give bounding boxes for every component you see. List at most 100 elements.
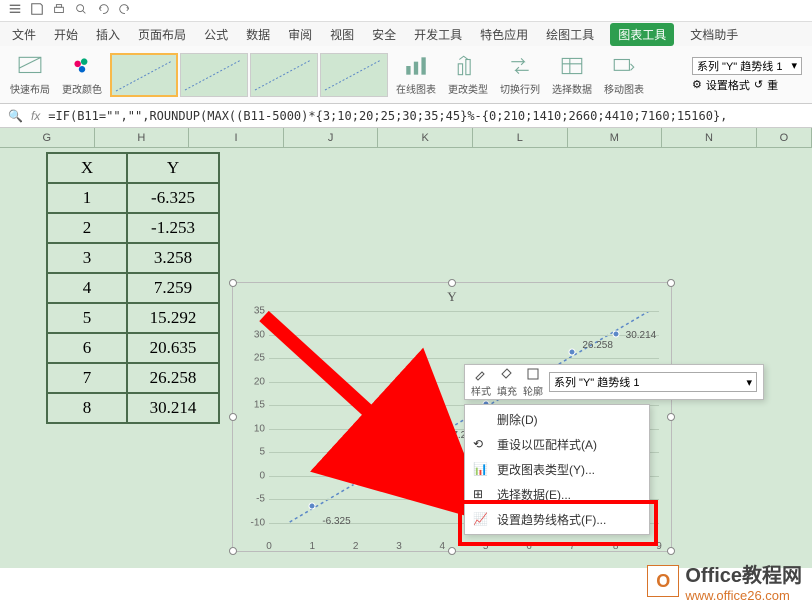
table-cell[interactable]: 4 [47, 273, 127, 303]
column-header[interactable]: O [757, 128, 812, 147]
column-header[interactable]: K [378, 128, 473, 147]
undo-icon[interactable] [96, 2, 110, 19]
column-header[interactable]: N [662, 128, 757, 147]
resize-handle[interactable] [229, 413, 237, 421]
table-cell[interactable]: 2 [47, 213, 127, 243]
context-menu: 删除(D) ⟲重设以匹配样式(A) 📊更改图表类型(Y)... ⊞选择数据(E)… [464, 404, 650, 535]
series-combo[interactable]: 系列 "Y" 趋势线 1 ▾ [549, 372, 757, 392]
table-cell[interactable]: 3 [47, 243, 127, 273]
select-data-label: 选择数据 [552, 81, 592, 96]
resize-handle[interactable] [667, 413, 675, 421]
table-cell[interactable]: -6.325 [127, 183, 219, 213]
data-point[interactable] [612, 330, 619, 337]
tab-insert[interactable]: 插入 [94, 22, 122, 47]
table-cell[interactable]: 3.258 [127, 243, 219, 273]
data-point[interactable] [352, 478, 359, 485]
save-icon[interactable] [30, 2, 44, 19]
menu-delete[interactable]: 删除(D) [465, 407, 649, 432]
ribbon: 快速布局 更改颜色 在线图表 更改类型 切换行列 选择数据 移动图表 系列 "Y… [0, 46, 812, 104]
formula-input[interactable]: =IF(B11="","",ROUNDUP(MAX((B11-5000)*{3;… [48, 109, 804, 123]
data-label: -1.253 [366, 470, 394, 481]
tab-formula[interactable]: 公式 [202, 22, 230, 47]
menu-change-chart-type[interactable]: 📊更改图表类型(Y)... [465, 457, 649, 482]
style-button[interactable]: 样式 [471, 366, 491, 398]
table-cell[interactable]: 5 [47, 303, 127, 333]
format-icon[interactable]: ⚙ [692, 78, 702, 91]
tab-data[interactable]: 数据 [244, 22, 272, 47]
resize-handle[interactable] [667, 547, 675, 555]
column-header[interactable]: I [189, 128, 284, 147]
tab-review[interactable]: 审阅 [286, 22, 314, 47]
column-header[interactable]: J [284, 128, 379, 147]
move-chart-label: 移动图表 [604, 81, 644, 96]
data-table: XY1-6.3252-1.25333.25847.259515.292620.6… [46, 152, 220, 424]
resize-handle[interactable] [229, 547, 237, 555]
table-cell[interactable]: -1.253 [127, 213, 219, 243]
data-point[interactable] [439, 438, 446, 445]
table-cell[interactable]: 20.635 [127, 333, 219, 363]
column-headers: GHIJKLMNO [0, 128, 812, 148]
tab-chart-tools[interactable]: 图表工具 [610, 23, 674, 46]
table-cell[interactable]: 7 [47, 363, 127, 393]
format-label[interactable]: 设置格式 [706, 77, 750, 93]
chart-element-combo[interactable]: 系列 "Y" 趋势线 1 ▾ [692, 57, 802, 75]
data-point[interactable] [569, 349, 576, 356]
menu-reset-style[interactable]: ⟲重设以匹配样式(A) [465, 432, 649, 457]
reset-icon: ⟲ [473, 437, 489, 453]
table-cell[interactable]: 8 [47, 393, 127, 423]
watermark-logo: O [647, 565, 679, 597]
move-chart-button[interactable]: 移动图表 [600, 53, 648, 96]
table-cell[interactable]: 26.258 [127, 363, 219, 393]
data-point[interactable] [396, 457, 403, 464]
change-type-button[interactable]: 更改类型 [444, 53, 492, 96]
column-header[interactable]: G [0, 128, 95, 147]
table-cell[interactable]: 6 [47, 333, 127, 363]
reset-icon[interactable]: ↺ [754, 78, 763, 91]
column-header[interactable]: M [568, 128, 663, 147]
tab-layout[interactable]: 页面布局 [136, 22, 188, 47]
chart-styles-gallery[interactable] [110, 53, 388, 97]
menu-trendline-format[interactable]: 📈设置趋势线格式(F)... [465, 507, 649, 532]
column-header[interactable]: L [473, 128, 568, 147]
table-header: Y [127, 153, 219, 183]
print-icon[interactable] [52, 2, 66, 19]
search-icon[interactable]: 🔍 [8, 109, 23, 123]
column-header[interactable]: H [95, 128, 190, 147]
quick-layout-button[interactable]: 快速布局 [6, 53, 54, 96]
tab-view[interactable]: 视图 [328, 22, 356, 47]
reset-label[interactable]: 重 [767, 77, 778, 93]
tab-dochelper[interactable]: 文档助手 [688, 22, 740, 47]
data-point[interactable] [309, 502, 316, 509]
style-thumb-4[interactable] [320, 53, 388, 97]
menu-select-data[interactable]: ⊞选择数据(E)... [465, 482, 649, 507]
menu-icon[interactable] [8, 2, 22, 19]
resize-handle[interactable] [667, 279, 675, 287]
fx-label[interactable]: fx [31, 109, 40, 123]
tab-home[interactable]: 开始 [52, 22, 80, 47]
online-chart-button[interactable]: 在线图表 [392, 53, 440, 96]
tab-file[interactable]: 文件 [10, 22, 38, 47]
style-thumb-3[interactable] [250, 53, 318, 97]
quick-layout-label: 快速布局 [10, 81, 50, 96]
table-cell[interactable]: 15.292 [127, 303, 219, 333]
tab-dev[interactable]: 开发工具 [412, 22, 464, 47]
style-thumb-1[interactable] [110, 53, 178, 97]
fill-button[interactable]: 填充 [497, 366, 517, 398]
switch-rc-button[interactable]: 切换行列 [496, 53, 544, 96]
tab-special[interactable]: 特色应用 [478, 22, 530, 47]
redo-icon[interactable] [118, 2, 132, 19]
resize-handle[interactable] [229, 279, 237, 287]
tab-security[interactable]: 安全 [370, 22, 398, 47]
table-cell[interactable]: 30.214 [127, 393, 219, 423]
tab-draw[interactable]: 绘图工具 [544, 22, 596, 47]
style-thumb-2[interactable] [180, 53, 248, 97]
preview-icon[interactable] [74, 2, 88, 19]
select-data-button[interactable]: 选择数据 [548, 53, 596, 96]
table-cell[interactable]: 7.259 [127, 273, 219, 303]
outline-button[interactable]: 轮廓 [523, 366, 543, 398]
table-cell[interactable]: 1 [47, 183, 127, 213]
resize-handle[interactable] [448, 547, 456, 555]
sheet-area[interactable]: XY1-6.3252-1.25333.25847.259515.292620.6… [0, 148, 812, 568]
resize-handle[interactable] [448, 279, 456, 287]
change-color-button[interactable]: 更改颜色 [58, 53, 106, 96]
